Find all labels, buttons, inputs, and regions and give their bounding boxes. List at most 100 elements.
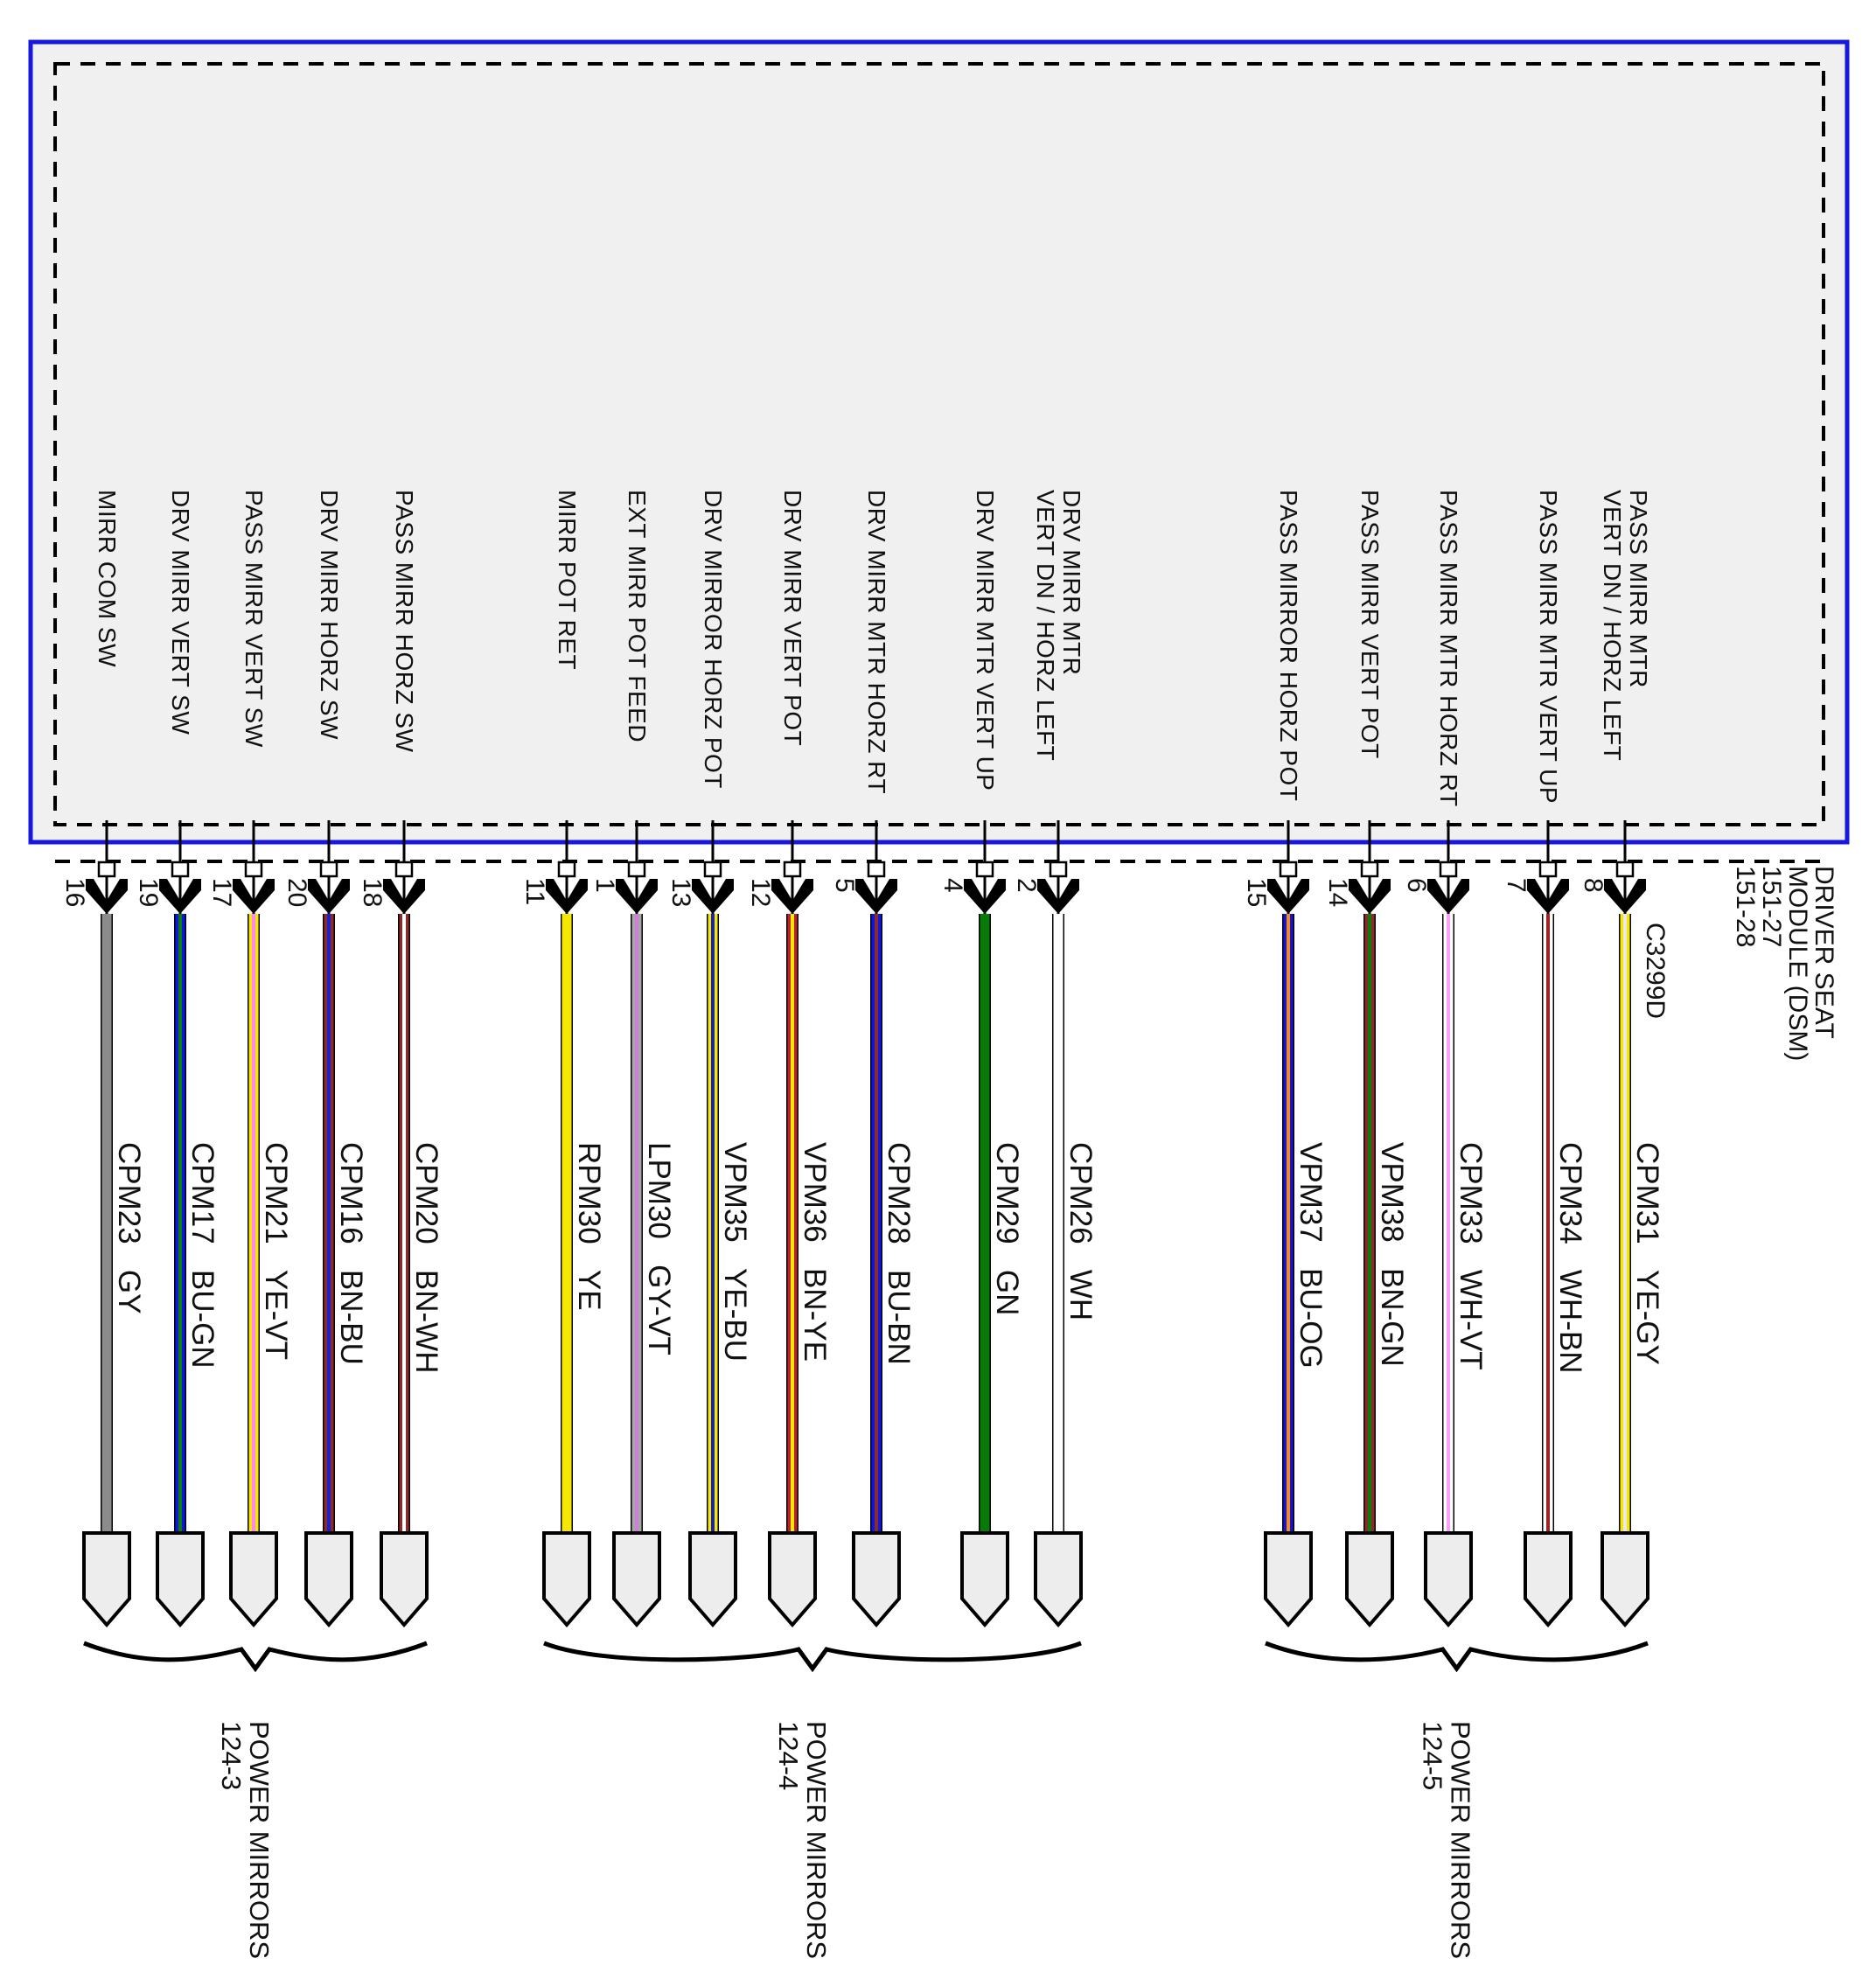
terminal-connector-pin-14	[1345, 1531, 1394, 1628]
wire-label-CPM29: CPM29 GN	[990, 1142, 1024, 1316]
pin-number-19: 19	[134, 878, 163, 908]
wire-stripe-CPM28	[875, 914, 878, 1535]
connector-arrow-icon	[383, 879, 425, 914]
pin-function-line: DRV MIRR MTR	[1058, 490, 1085, 676]
wire-label-VPM36: VPM36 BN-YE	[798, 1142, 832, 1362]
pin-function-label-2: DRV MIRR MTR VERT DN / HORZ LEFT	[1032, 490, 1085, 762]
pin-function-label-15: PASS MIRROR HORZ POT	[1275, 490, 1302, 801]
terminal-connector-pin-4	[960, 1531, 1009, 1628]
harness-brace-124-4	[543, 1641, 1082, 1673]
pin-function-line: VERT DN / HORZ LEFT	[1032, 490, 1059, 762]
pin-function-label-20: DRV MIRR HORZ SW	[316, 490, 343, 740]
terminal-connector-pin-5	[852, 1531, 901, 1628]
connector-arrow-icon	[86, 879, 128, 914]
pin-function-line: PASS MIRR HORZ SW	[391, 490, 418, 753]
wire-stripe-CPM17	[178, 914, 182, 1535]
pin-function-line: VERT DN / HORZ LEFT	[1599, 490, 1626, 762]
connector-pin-square-icon	[319, 861, 338, 878]
terminal-connector-pin-16	[82, 1531, 131, 1628]
harness-grid-ref: 124-4	[773, 1721, 804, 1791]
harness-grid-ref: 124-3	[216, 1721, 247, 1791]
pin-function-label-1: EXT MIRR POT FEED	[624, 490, 651, 742]
terminal-connector-pin-18	[380, 1531, 429, 1628]
terminal-connector-pin-2	[1034, 1531, 1083, 1628]
pin-number-8: 8	[1579, 878, 1608, 893]
pin-number-14: 14	[1323, 878, 1352, 908]
pin-function-line: DRV MIRR MTR HORZ RT	[863, 490, 890, 795]
wire-body-CPM26	[1053, 914, 1064, 1535]
connector-arrow-icon	[692, 879, 734, 914]
pin-number-20: 20	[282, 878, 311, 908]
terminal-connector-pin-20	[304, 1531, 353, 1628]
pin-function-label-14: PASS MIRR VERT POT	[1356, 490, 1384, 759]
pin-function-line: MIRR POT RET	[554, 490, 581, 671]
connector-arrow-icon	[964, 879, 1006, 914]
pin-function-line: PASS MIRR VERT POT	[1356, 490, 1384, 759]
terminal-connector-pin-6	[1424, 1531, 1473, 1628]
wire-label-CPM26: CPM26 WH	[1064, 1142, 1098, 1321]
wire-stripe-CPM31	[1623, 914, 1627, 1535]
wire-stripe-CPM20	[402, 914, 406, 1535]
wire-label-LPM30: LPM30 GY-VT	[642, 1142, 676, 1355]
wire-stripe-VPM36	[791, 914, 794, 1535]
terminal-connector-pin-11	[542, 1531, 591, 1628]
terminal-connector-pin-17	[229, 1531, 278, 1628]
pin-number-7: 7	[1502, 878, 1531, 893]
pin-function-label-6: PASS MIRR MTR HORZ RT	[1435, 490, 1462, 807]
pin-number-4: 4	[938, 878, 967, 893]
wire-label-CPM34: CPM34 WH-BN	[1553, 1142, 1587, 1374]
connector-c3299d-label: C3299D	[1641, 923, 1670, 1020]
wire-stripe-LPM30	[635, 914, 638, 1535]
pin-function-line: PASS MIRR MTR VERT UP	[1535, 490, 1562, 804]
wire-stripe-CPM34	[1546, 914, 1550, 1535]
connector-arrow-icon	[1604, 879, 1646, 914]
pin-number-11: 11	[520, 878, 549, 906]
wire-body-CPM23	[101, 914, 112, 1535]
dsm-module-dashed-border	[53, 62, 1825, 826]
terminal-connector-pin-7	[1524, 1531, 1573, 1628]
pin-number-17: 17	[207, 878, 236, 908]
pin-function-line: PASS MIRR MTR	[1625, 490, 1652, 688]
pin-function-label-16: MIRR COM SW	[94, 490, 121, 668]
connector-pin-square-icon	[783, 861, 802, 878]
connector-pin-square-icon	[703, 861, 722, 878]
module-ref-151-27: 151-27	[1757, 866, 1786, 948]
terminal-connector-pin-1	[612, 1531, 661, 1628]
pin-function-line: DRV MIRR HORZ SW	[316, 490, 343, 740]
module-title-line: DRIVER SEAT	[1810, 866, 1838, 1039]
wire-label-CPM33: CPM33 WH-VT	[1454, 1142, 1488, 1370]
connector-arrow-icon	[855, 879, 897, 914]
pin-function-label-4: DRV MIRR MTR VERT UP	[972, 490, 999, 791]
pin-number-6: 6	[1402, 878, 1431, 893]
pin-function-label-7: PASS MIRR MTR VERT UP	[1535, 490, 1562, 804]
pin-number-15: 15	[1242, 878, 1271, 908]
wire-stripe-CPM33	[1447, 914, 1450, 1535]
connector-pin-square-icon	[97, 861, 116, 878]
pin-function-label-17: PASS MIRR VERT SW	[241, 490, 268, 748]
pin-function-line: MIRR COM SW	[94, 490, 121, 668]
pin-function-label-8: PASS MIRR MTR VERT DN / HORZ LEFT	[1599, 490, 1652, 762]
wire-stripe-VPM38	[1368, 914, 1371, 1535]
wire-label-CPM28: CPM28 BU-BN	[882, 1142, 916, 1365]
wire-label-RPM30: RPM30 YE	[572, 1142, 606, 1311]
wire-label-CPM31: CPM31 YE-GY	[1630, 1142, 1664, 1365]
pin-function-label-18: PASS MIRR HORZ SW	[391, 490, 418, 753]
pin-function-label-5: DRV MIRR MTR HORZ RT	[863, 490, 890, 795]
harness-destination: POWER MIRRORS	[1445, 1721, 1476, 1960]
connector-pin-square-icon	[1279, 861, 1298, 878]
pin-function-label-19: DRV MIRR VERT SW	[167, 490, 194, 735]
connector-arrow-icon	[308, 879, 350, 914]
connector-pin-square-icon	[1360, 861, 1379, 878]
terminal-connector-pin-8	[1601, 1531, 1649, 1628]
pin-number-12: 12	[746, 878, 775, 908]
harness-label-124-5: POWER MIRRORS 124-5	[1418, 1721, 1476, 1960]
wire-label-CPM17: CPM17 BU-GN	[185, 1142, 220, 1369]
connector-pin-square-icon	[394, 861, 414, 878]
pin-number-18: 18	[358, 878, 387, 908]
terminal-connector-pin-15	[1264, 1531, 1313, 1628]
wire-label-VPM35: VPM35 YE-BU	[718, 1142, 752, 1362]
wire-label-VPM37: VPM37 BU-OG	[1294, 1142, 1328, 1369]
harness-destination: POWER MIRRORS	[244, 1721, 275, 1960]
